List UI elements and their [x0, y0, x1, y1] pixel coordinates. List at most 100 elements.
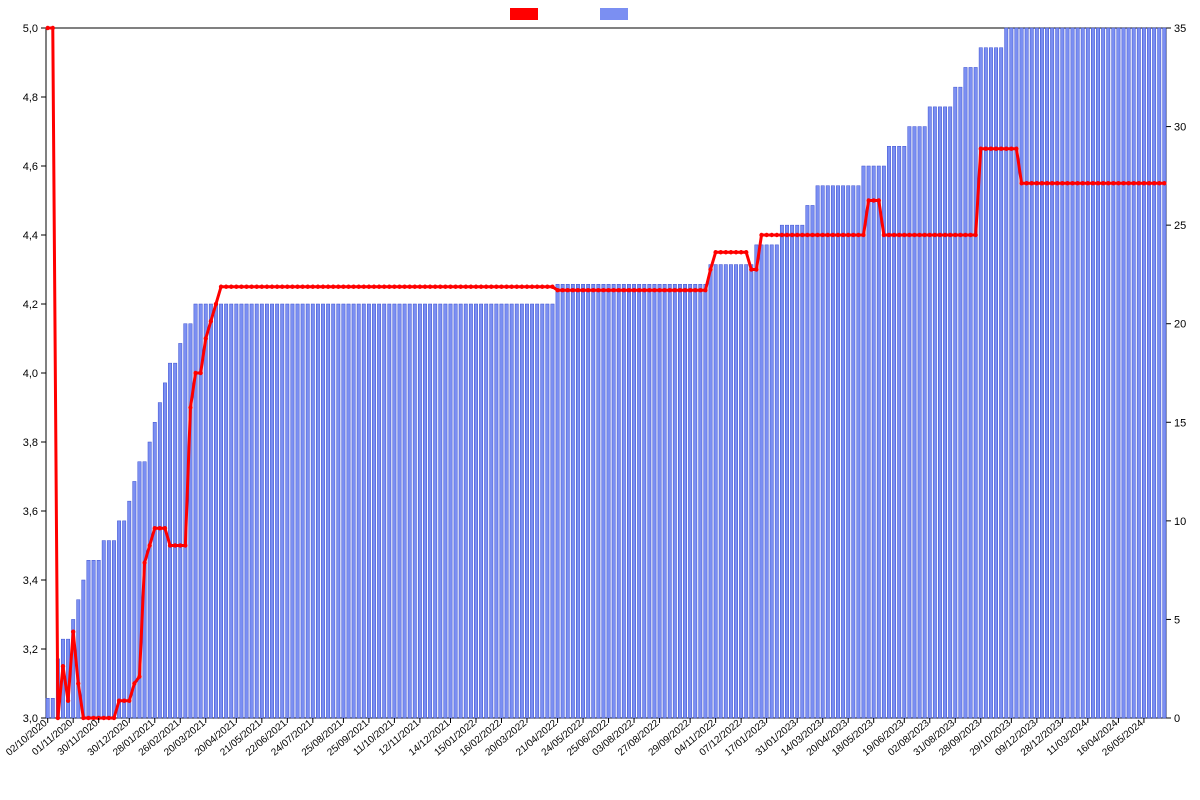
- chart-svg: 3,03,23,43,63,84,04,24,44,64,85,00510152…: [0, 0, 1200, 800]
- bar: [1005, 28, 1008, 718]
- line-marker: [744, 250, 748, 254]
- bar: [122, 521, 125, 718]
- line-marker: [820, 233, 824, 237]
- bar: [1158, 28, 1161, 718]
- line-marker: [673, 288, 677, 292]
- bar: [1117, 28, 1120, 718]
- yright-label: 10: [1174, 516, 1186, 528]
- line-marker: [1075, 181, 1079, 185]
- line-marker: [1091, 181, 1095, 185]
- line-marker: [668, 288, 672, 292]
- line-marker: [193, 371, 197, 375]
- bar: [745, 265, 748, 718]
- bar: [484, 304, 487, 718]
- line-marker: [805, 233, 809, 237]
- line-marker: [367, 285, 371, 289]
- bar: [1101, 28, 1104, 718]
- line-marker: [775, 233, 779, 237]
- bar: [882, 166, 885, 718]
- bar: [337, 304, 340, 718]
- line-marker: [1060, 181, 1064, 185]
- line-marker: [1132, 181, 1136, 185]
- bar: [444, 304, 447, 718]
- line-marker: [1019, 181, 1023, 185]
- bar: [163, 383, 166, 718]
- line-marker: [657, 288, 661, 292]
- bar: [637, 284, 640, 718]
- bar: [607, 284, 610, 718]
- line-marker: [122, 699, 126, 703]
- bar: [321, 304, 324, 718]
- bar: [194, 304, 197, 718]
- bar: [495, 304, 498, 718]
- bar: [260, 304, 263, 718]
- bar: [556, 284, 559, 718]
- line-marker: [433, 285, 437, 289]
- bar: [46, 698, 49, 718]
- bar: [520, 304, 523, 718]
- bar: [1076, 28, 1079, 718]
- bar: [510, 304, 513, 718]
- bar: [836, 186, 839, 718]
- bar: [903, 146, 906, 718]
- bar: [653, 284, 656, 718]
- line-marker: [897, 233, 901, 237]
- bar: [530, 304, 533, 718]
- bar: [627, 284, 630, 718]
- bar: [551, 304, 554, 718]
- bar: [801, 225, 804, 718]
- bar: [117, 521, 120, 718]
- line-marker: [866, 198, 870, 202]
- bar: [541, 304, 544, 718]
- line-marker: [581, 288, 585, 292]
- bar: [1030, 28, 1033, 718]
- line-marker: [346, 285, 350, 289]
- line-marker: [647, 288, 651, 292]
- bar: [561, 284, 564, 718]
- bar: [750, 265, 753, 718]
- line-marker: [260, 285, 264, 289]
- bar: [918, 127, 921, 718]
- bar: [1096, 28, 1099, 718]
- line-marker: [958, 233, 962, 237]
- line-marker: [270, 285, 274, 289]
- legend-line-swatch: [510, 8, 538, 20]
- line-marker: [662, 288, 666, 292]
- bar: [250, 304, 253, 718]
- line-marker: [693, 288, 697, 292]
- line-marker: [892, 233, 896, 237]
- line-marker: [357, 285, 361, 289]
- bar: [230, 304, 233, 718]
- line-marker: [362, 285, 366, 289]
- bar: [352, 304, 355, 718]
- bar: [265, 304, 268, 718]
- line-marker: [795, 233, 799, 237]
- line-marker: [464, 285, 468, 289]
- bar: [112, 541, 115, 718]
- bar: [398, 304, 401, 718]
- line-marker: [71, 630, 75, 634]
- line-marker: [351, 285, 355, 289]
- line-marker: [810, 233, 814, 237]
- bar: [546, 304, 549, 718]
- bar: [632, 284, 635, 718]
- bar: [464, 304, 467, 718]
- line-marker: [999, 147, 1003, 151]
- bar: [245, 304, 248, 718]
- yright-label: 15: [1174, 417, 1186, 429]
- line-marker: [800, 233, 804, 237]
- line-marker: [117, 699, 121, 703]
- line-marker: [1081, 181, 1085, 185]
- line-marker: [907, 233, 911, 237]
- line-marker: [438, 285, 442, 289]
- bar: [255, 304, 258, 718]
- bar: [357, 304, 360, 718]
- line-marker: [968, 233, 972, 237]
- bar: [933, 107, 936, 718]
- line-marker: [948, 233, 952, 237]
- bar: [393, 304, 396, 718]
- line-marker: [724, 250, 728, 254]
- bar: [413, 304, 416, 718]
- bar: [1112, 28, 1115, 718]
- line-marker: [382, 285, 386, 289]
